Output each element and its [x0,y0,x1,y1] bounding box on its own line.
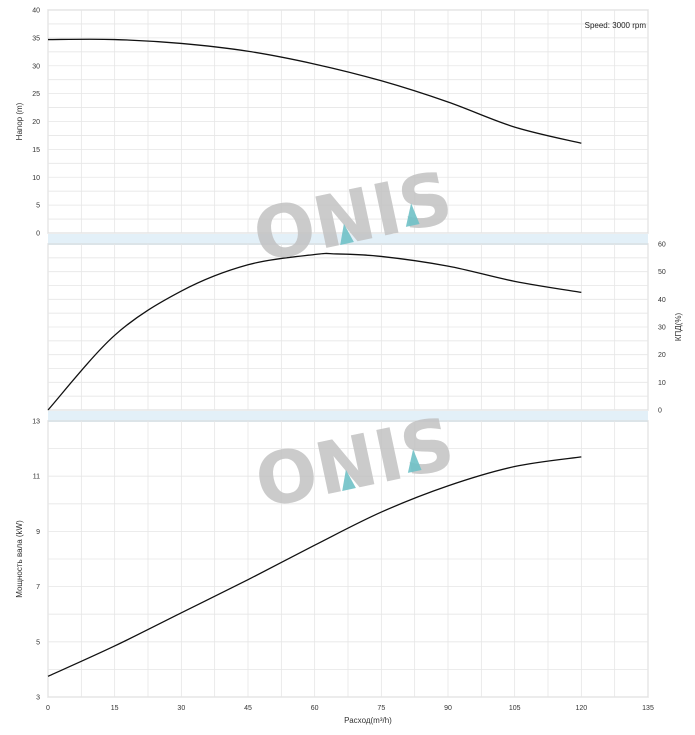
y-tick-label: 3 [36,695,40,702]
y-tick-label: 35 [32,35,40,42]
x-tick-label: 30 [177,705,185,712]
power-axis-title: Мощность вала (kW) [15,520,24,598]
efficiency-axis-title: КПД(%) [674,313,683,342]
x-tick-label: 135 [642,705,654,712]
y-tick-label: 40 [32,8,40,15]
y-tick-label: 5 [36,203,40,210]
panel-separator-band-2 [48,411,648,422]
watermark-accent-shape-2 [405,203,420,227]
head-grid [47,9,649,234]
efficiency-panel: 0 10 20 30 40 50 60 КПД(%) [47,242,683,415]
watermark-text: ONIS [246,155,459,279]
y-tick-label: 40 [658,297,666,304]
y-tick-label: 10 [32,175,40,182]
watermark-accent-shape-3 [342,469,356,491]
y-tick-label: 20 [32,119,40,126]
y-tick-label: 15 [32,147,40,154]
y-tick-label: 60 [658,242,666,249]
y-tick-label: 0 [36,231,40,238]
y-tick-label: 5 [36,639,40,646]
y-tick-label: 25 [32,91,40,98]
x-tick-label: 105 [509,705,521,712]
power-curve [47,456,582,677]
watermark-accent-shape-4 [407,449,422,473]
watermark-top: ONIS [246,155,459,279]
head-axis-title: Напор (m) [15,102,24,140]
x-tick-label: 75 [377,705,385,712]
head-tick-labels: 0 5 10 15 20 25 30 35 40 [32,8,40,238]
x-tick-label: 60 [311,705,319,712]
head-panel: 0 5 10 15 20 25 30 35 40 Напор (m) Speed: 3000 r… [15,8,649,238]
power-grid [47,420,649,698]
efficiency-tick-labels: 0 10 20 30 40 50 60 [658,242,666,415]
head-curve [47,38,582,144]
x-tick-label: 45 [244,705,252,712]
y-tick-label: 7 [36,584,40,591]
x-tick-label: 90 [444,705,452,712]
efficiency-curve [47,252,582,411]
y-tick-label: 10 [658,380,666,387]
flow-axis-title: Расход(m³/h) [344,716,392,725]
power-panel: 3 5 7 9 11 13 0 15 30 45 60 75 90 105 120 135 Мощность … [15,419,654,726]
efficiency-grid [47,243,649,411]
y-tick-label: 20 [658,352,666,359]
y-tick-label: 13 [32,419,40,426]
y-tick-label: 9 [36,529,40,536]
y-tick-label: 30 [32,63,40,70]
power-tick-labels: 3 5 7 9 11 13 0 15 30 45 60 75 90 105 120 135 [32,419,654,713]
y-tick-label: 11 [33,474,40,481]
x-tick-label: 15 [111,705,119,712]
y-tick-label: 30 [658,325,666,332]
y-tick-label: 50 [658,269,666,276]
watermark-accent-shape [340,223,354,245]
x-tick-label: 120 [575,705,587,712]
y-tick-label: 0 [658,408,662,415]
x-tick-label: 0 [46,705,50,712]
speed-label: Speed: 3000 rpm [585,21,647,30]
